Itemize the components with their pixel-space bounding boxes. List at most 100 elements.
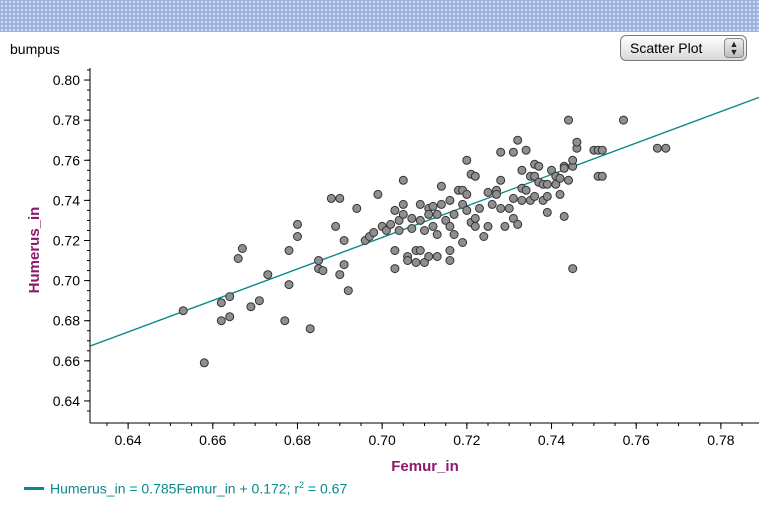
data-point [568, 155, 578, 165]
data-point [542, 191, 552, 201]
data-point [487, 199, 497, 209]
data-point [293, 219, 302, 229]
data-point [335, 193, 345, 203]
data-point [619, 115, 628, 125]
data-point [420, 226, 429, 235]
data-point [331, 221, 341, 231]
y-tick-label: 0.68 [53, 313, 80, 329]
data-point [284, 246, 294, 255]
data-point [559, 211, 569, 221]
data-point [508, 213, 518, 223]
data-point [381, 226, 391, 235]
data-point [398, 199, 408, 209]
data-point [441, 215, 451, 225]
data-point [398, 175, 408, 185]
data-point [445, 246, 455, 255]
plot-type-select[interactable]: Scatter Plot ▲ ▼ [620, 35, 747, 61]
data-point [314, 256, 324, 265]
stepper-arrows-icon[interactable]: ▲ ▼ [724, 38, 744, 58]
x-tick-label: 0.64 [114, 432, 141, 448]
data-point [428, 201, 438, 211]
data-point [339, 260, 349, 270]
data-point [661, 143, 671, 153]
data-point [492, 189, 501, 199]
data-point [386, 219, 396, 229]
data-point [415, 246, 425, 255]
data-point [246, 302, 256, 312]
data-point [369, 228, 379, 237]
x-tick-label: 0.68 [284, 432, 311, 448]
data-point [479, 232, 489, 241]
data-point [508, 147, 518, 157]
data-point [458, 199, 468, 209]
data-point [462, 155, 472, 165]
data-point [517, 195, 527, 205]
data-point [407, 213, 417, 223]
data-point [284, 280, 294, 290]
data-point [415, 215, 425, 225]
y-tick-label: 0.76 [53, 152, 80, 168]
data-point [462, 205, 472, 215]
data-point [513, 219, 523, 229]
data-point [335, 270, 345, 280]
data-point [343, 286, 353, 296]
data-point [470, 213, 480, 223]
data-point [530, 171, 540, 181]
data-point [652, 143, 662, 153]
data-point [424, 252, 434, 261]
data-point [428, 221, 438, 231]
data-point [470, 221, 480, 231]
data-point [237, 244, 247, 253]
data-point [403, 256, 413, 265]
data-point [390, 205, 400, 215]
data-point [216, 298, 226, 308]
data-point [394, 215, 404, 225]
data-point [407, 224, 417, 233]
data-point [597, 145, 607, 155]
data-point [521, 185, 531, 195]
window-title-bar[interactable] [0, 0, 759, 32]
x-tick-label: 0.70 [369, 432, 396, 448]
data-point [280, 316, 290, 326]
data-point [496, 203, 506, 213]
data-point [551, 179, 561, 189]
data-point [508, 193, 518, 203]
data-point [398, 209, 408, 219]
fit-line-legend: Humerus_in = 0.785Femur_in + 0.172; r2 =… [24, 480, 347, 497]
data-point [530, 191, 540, 201]
data-point [496, 175, 506, 185]
data-point [233, 254, 243, 263]
x-tick-label: 0.74 [538, 432, 565, 448]
data-point [458, 238, 468, 247]
data-point [420, 258, 429, 267]
data-point [373, 189, 383, 199]
data-point [352, 203, 362, 213]
dataset-name: bumpus [10, 41, 60, 57]
data-point [517, 165, 527, 175]
data-point [572, 137, 582, 147]
data-point [199, 358, 209, 368]
data-point [436, 181, 446, 191]
data-point [318, 266, 328, 276]
data-point [500, 221, 510, 231]
data-point [254, 296, 264, 306]
data-point [470, 171, 480, 181]
data-point [597, 171, 607, 181]
data-point [547, 165, 556, 175]
y-tick-label: 0.78 [53, 112, 80, 128]
data-point [542, 207, 552, 217]
data-point [564, 115, 573, 125]
data-point [263, 270, 273, 280]
data-point [504, 203, 514, 213]
data-point [394, 226, 404, 235]
data-point [216, 316, 226, 326]
data-point [559, 163, 569, 173]
data-point [445, 256, 455, 265]
x-tick-label: 0.78 [707, 432, 734, 448]
plot-type-label: Scatter Plot [630, 40, 703, 56]
data-point [432, 230, 442, 239]
y-tick-label: 0.72 [53, 232, 80, 248]
data-point [521, 145, 531, 155]
data-point [415, 199, 425, 209]
data-point [178, 306, 188, 316]
